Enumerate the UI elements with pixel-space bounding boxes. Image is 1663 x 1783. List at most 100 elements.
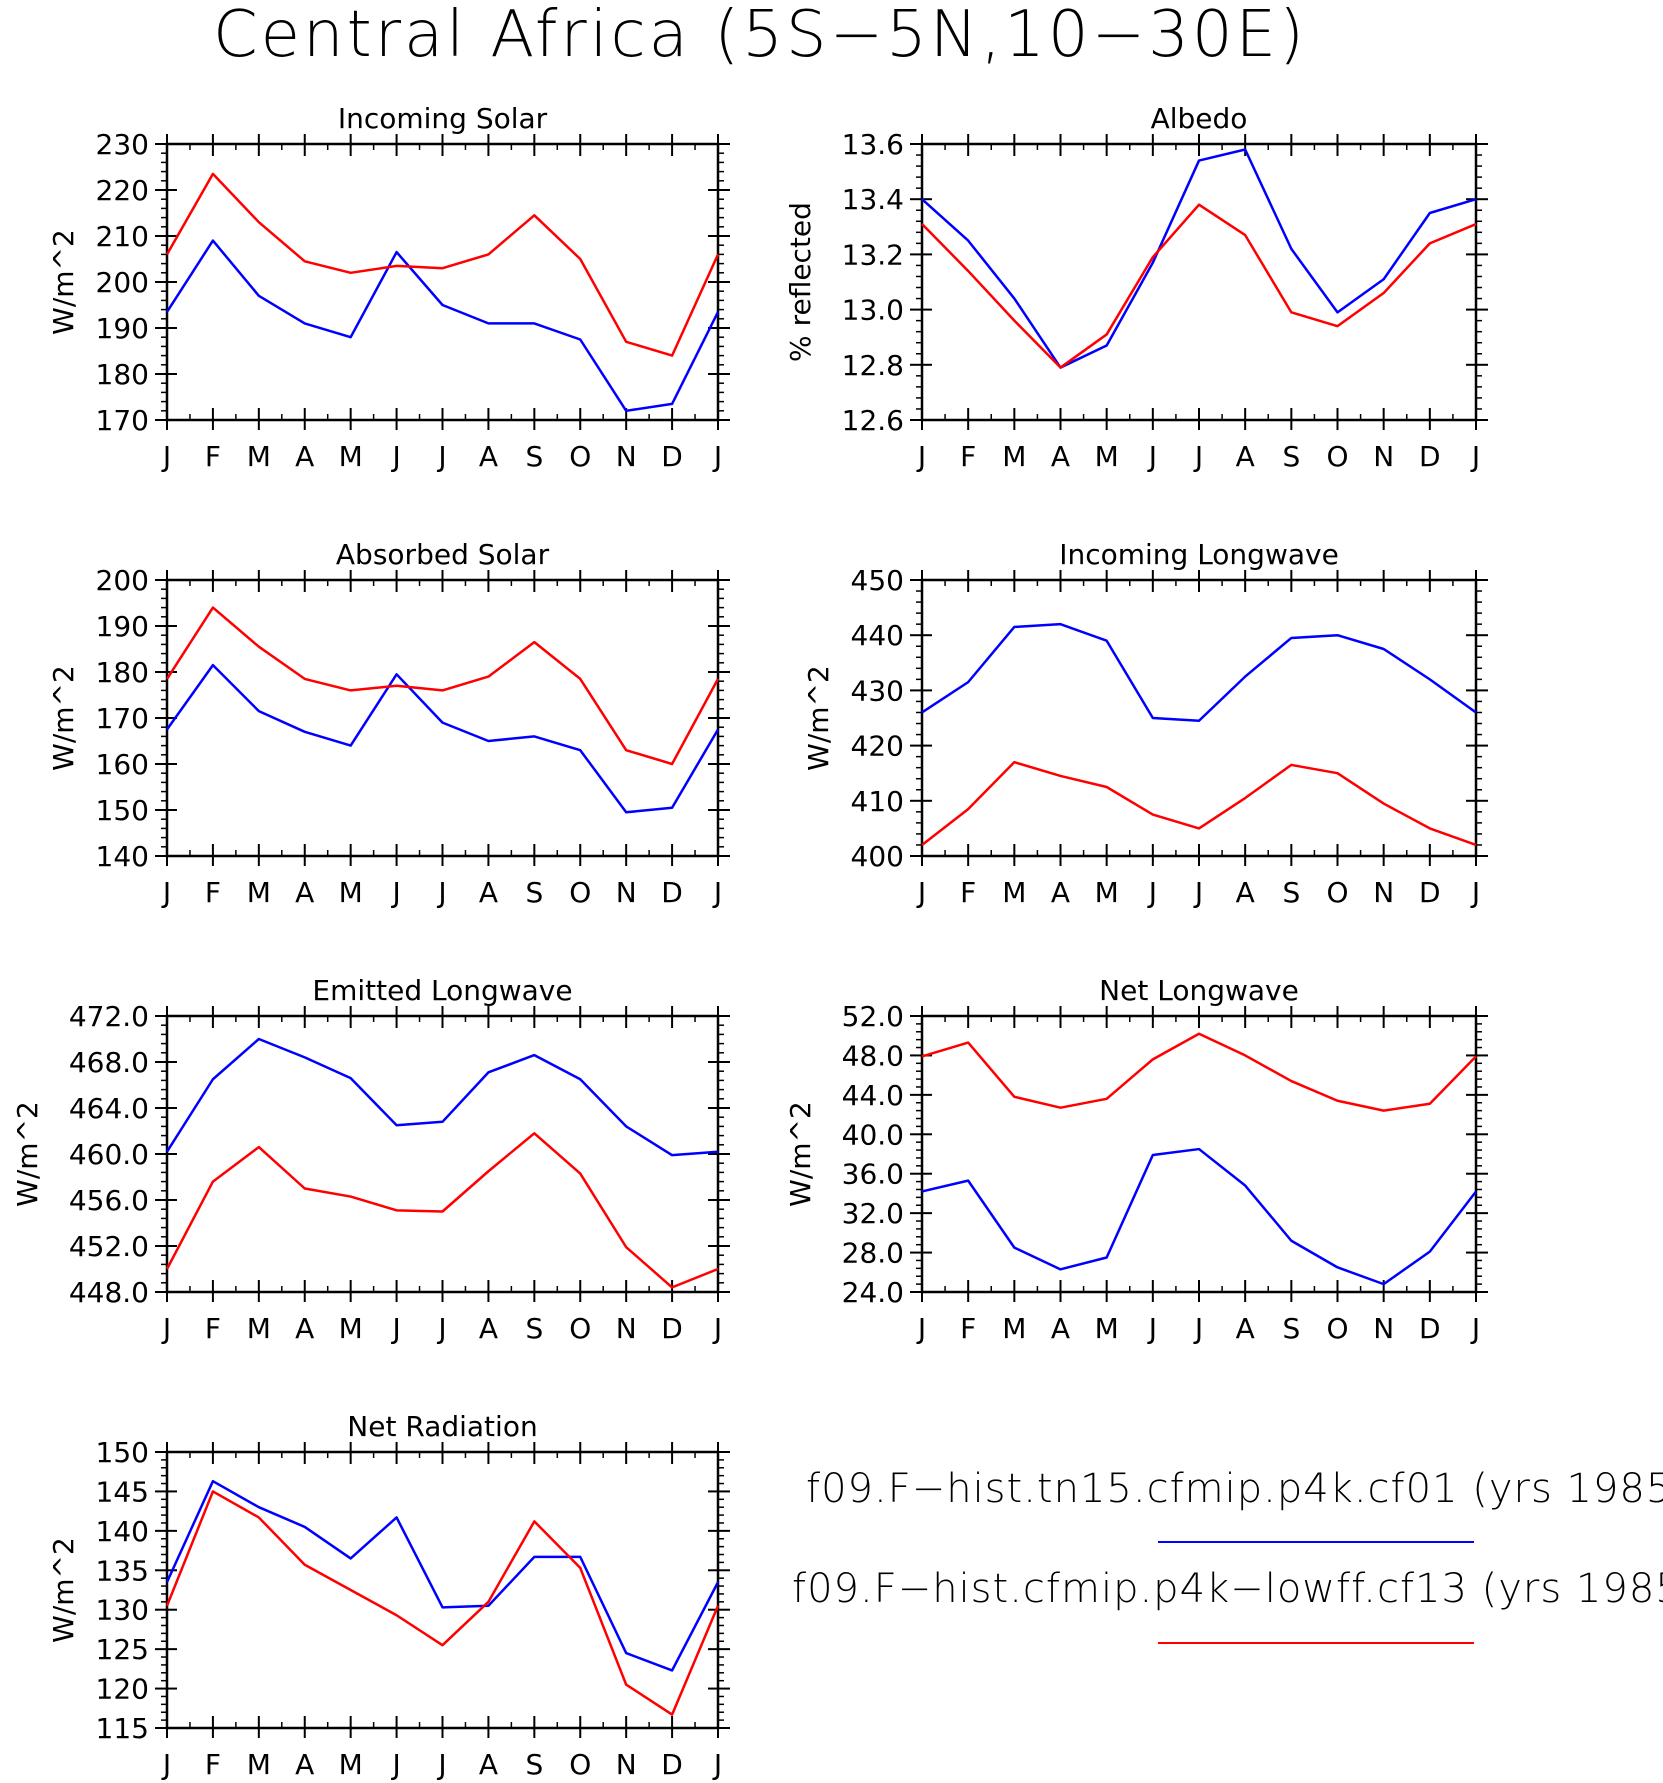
- x-tick-label: J: [436, 1748, 446, 1781]
- x-tick-label: J: [916, 876, 926, 909]
- x-tick-label: A: [1051, 1312, 1070, 1345]
- x-tick-label: A: [1236, 876, 1255, 909]
- y-tick-label: 200: [96, 564, 149, 597]
- panel-title: Absorbed Solar: [336, 538, 550, 571]
- y-tick-label: 32.0: [842, 1197, 904, 1230]
- x-tick-label: M: [1002, 876, 1026, 909]
- x-tick-label: J: [436, 440, 446, 473]
- y-tick-label: 40.0: [842, 1118, 904, 1151]
- x-tick-label: J: [1147, 440, 1157, 473]
- x-tick-label: M: [247, 876, 271, 909]
- series-line: [165, 239, 720, 413]
- series-line: [921, 203, 1477, 369]
- x-tick-label: J: [1147, 1312, 1157, 1345]
- x-tick-label: J: [436, 876, 446, 909]
- y-tick-label: 13.6: [842, 128, 904, 161]
- x-tick-label: J: [390, 876, 400, 909]
- y-tick-label: 170: [96, 702, 149, 735]
- y-tick-label: 140: [96, 1515, 149, 1548]
- x-tick-label: N: [1373, 440, 1394, 473]
- y-tick-label: 13.0: [842, 294, 904, 327]
- x-tick-label: J: [390, 1748, 400, 1781]
- y-tick-label: 190: [96, 312, 149, 345]
- series-line: [165, 1132, 719, 1289]
- y-tick-label: 468.0: [69, 1046, 149, 1079]
- x-tick-label: S: [525, 1312, 543, 1345]
- y-tick-label: 160: [96, 748, 149, 781]
- series-line: [921, 1032, 1477, 1112]
- x-tick-label: J: [161, 440, 171, 473]
- x-tick-label: M: [1095, 876, 1119, 909]
- y-tick-label: 460.0: [69, 1138, 149, 1171]
- chart-panel: J F M A M J J A S O N D J24.028.032.036.040.044.048.…: [784, 974, 1488, 1345]
- y-tick-label: 13.4: [842, 183, 904, 216]
- x-tick-label: J: [1193, 1312, 1203, 1345]
- x-tick-label: F: [960, 876, 976, 909]
- x-tick-label: M: [247, 1748, 271, 1781]
- x-tick-label: F: [960, 440, 976, 473]
- legend-line-series-2: [1158, 1642, 1474, 1644]
- x-tick-label: A: [1236, 1312, 1255, 1345]
- plot-frame: [920, 1014, 1478, 1294]
- chart-panel: J F M A M J J A S O N D J12.612.813.013.213.413.6% r…: [784, 102, 1488, 473]
- chart-panel: J F M A M J J A S O N D J448.0452.0456.0460.0464.046…: [11, 974, 730, 1345]
- x-tick-label: A: [479, 1312, 498, 1345]
- x-tick-label: D: [1419, 440, 1441, 473]
- x-tick-label: N: [616, 876, 637, 909]
- y-tick-label: 220: [96, 174, 149, 207]
- x-tick-label: M: [339, 440, 363, 473]
- series-line: [165, 1479, 720, 1672]
- x-tick-label: J: [161, 1312, 171, 1345]
- x-tick-label: S: [525, 440, 543, 473]
- y-tick-label: 472.0: [69, 1000, 149, 1033]
- y-tick-label: 410: [851, 785, 904, 818]
- x-tick-label: J: [436, 1312, 446, 1345]
- y-tick-label: 452.0: [69, 1230, 149, 1263]
- series-line: [165, 663, 720, 814]
- series-line: [921, 148, 1477, 369]
- x-tick-label: M: [339, 1312, 363, 1345]
- x-tick-label: A: [479, 440, 498, 473]
- x-tick-label: S: [1282, 876, 1300, 909]
- x-tick-label: J: [1193, 440, 1203, 473]
- series-line: [921, 760, 1477, 847]
- y-tick-label: 125: [96, 1633, 149, 1666]
- x-tick-label: O: [569, 1312, 591, 1345]
- x-tick-label: F: [205, 1748, 221, 1781]
- y-tick-label: 190: [96, 610, 149, 643]
- figure-title: Central Africa (5S−5N,10−30E): [212, 0, 1308, 72]
- plot-frame: [920, 578, 1478, 858]
- x-tick-label: A: [295, 440, 314, 473]
- x-tick-label: J: [712, 876, 722, 909]
- y-tick-label: 440: [851, 619, 904, 652]
- legend-label-series-2: f09.F−hist.cfmip.p4k−lowff.cf13 (yrs 198…: [792, 1566, 1663, 1612]
- x-tick-label: J: [916, 1312, 926, 1345]
- y-tick-label: 13.2: [842, 238, 904, 271]
- y-tick-label: 44.0: [842, 1079, 904, 1112]
- y-axis-label: W/m^2: [47, 229, 80, 335]
- x-tick-label: D: [661, 1312, 683, 1345]
- y-tick-label: 180: [96, 656, 149, 689]
- x-tick-label: J: [1147, 876, 1157, 909]
- y-axis-label: W/m^2: [47, 1537, 80, 1643]
- panel-title: Albedo: [1151, 102, 1248, 135]
- y-tick-label: 52.0: [842, 1000, 904, 1033]
- x-tick-label: O: [569, 876, 591, 909]
- y-tick-label: 400: [851, 840, 904, 873]
- x-tick-label: D: [1419, 1312, 1441, 1345]
- x-tick-label: M: [1002, 1312, 1026, 1345]
- x-tick-label: O: [1326, 876, 1348, 909]
- y-tick-label: 456.0: [69, 1184, 149, 1217]
- x-tick-label: A: [295, 876, 314, 909]
- x-tick-label: N: [616, 440, 637, 473]
- x-tick-label: A: [1051, 440, 1070, 473]
- series-line: [921, 622, 1477, 723]
- x-tick-label: N: [616, 1312, 637, 1345]
- x-tick-label: O: [569, 440, 591, 473]
- y-tick-label: 430: [851, 674, 904, 707]
- y-axis-label: W/m^2: [802, 665, 835, 771]
- y-tick-label: 12.8: [842, 349, 904, 382]
- x-tick-label: J: [1193, 876, 1203, 909]
- x-tick-label: A: [479, 876, 498, 909]
- plot-frame: [165, 1450, 720, 1730]
